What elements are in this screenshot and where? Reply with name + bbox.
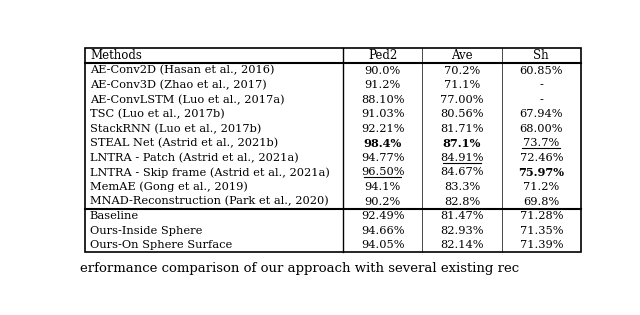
Text: 77.00%: 77.00% (440, 94, 484, 105)
Text: -: - (540, 80, 543, 90)
Text: 69.8%: 69.8% (523, 197, 559, 207)
Text: 92.21%: 92.21% (361, 124, 404, 134)
Text: AE-ConvLSTM (Luo et al., 2017a): AE-ConvLSTM (Luo et al., 2017a) (90, 94, 285, 105)
Text: 71.39%: 71.39% (520, 240, 563, 250)
Text: 96.50%: 96.50% (361, 167, 404, 177)
Text: 94.05%: 94.05% (361, 240, 404, 250)
Text: StackRNN (Luo et al., 2017b): StackRNN (Luo et al., 2017b) (90, 123, 261, 134)
Text: Ave: Ave (451, 49, 473, 62)
Text: 81.47%: 81.47% (440, 211, 484, 221)
Text: 94.1%: 94.1% (364, 182, 401, 192)
Text: Sh: Sh (534, 49, 549, 62)
Text: 84.91%: 84.91% (440, 153, 484, 163)
Text: 82.14%: 82.14% (440, 240, 484, 250)
Text: AE-Conv2D (Hasan et al., 2016): AE-Conv2D (Hasan et al., 2016) (90, 66, 275, 76)
Text: MemAE (Gong et al., 2019): MemAE (Gong et al., 2019) (90, 182, 248, 192)
Text: 81.71%: 81.71% (440, 124, 484, 134)
Text: LNTRA - Patch (Astrid et al., 2021a): LNTRA - Patch (Astrid et al., 2021a) (90, 153, 299, 163)
Text: 68.00%: 68.00% (520, 124, 563, 134)
Text: TSC (Luo et al., 2017b): TSC (Luo et al., 2017b) (90, 109, 225, 119)
Text: 88.10%: 88.10% (361, 94, 404, 105)
Text: 87.1%: 87.1% (443, 138, 481, 149)
Text: 70.2%: 70.2% (444, 66, 480, 76)
Text: 82.8%: 82.8% (444, 197, 480, 207)
Text: 71.35%: 71.35% (520, 226, 563, 236)
Text: AE-Conv3D (Zhao et al., 2017): AE-Conv3D (Zhao et al., 2017) (90, 80, 267, 90)
Text: Ours-On Sphere Surface: Ours-On Sphere Surface (90, 240, 232, 250)
Text: STEAL Net (Astrid et al., 2021b): STEAL Net (Astrid et al., 2021b) (90, 138, 278, 148)
Text: 94.66%: 94.66% (361, 226, 404, 236)
Text: 84.67%: 84.67% (440, 167, 484, 177)
Text: 71.1%: 71.1% (444, 80, 480, 90)
Text: MNAD-Reconstruction (Park et al., 2020): MNAD-Reconstruction (Park et al., 2020) (90, 196, 329, 207)
Text: Methods: Methods (90, 49, 142, 62)
Text: 92.49%: 92.49% (361, 211, 404, 221)
Text: 82.93%: 82.93% (440, 226, 484, 236)
Text: 67.94%: 67.94% (520, 109, 563, 119)
Text: 72.46%: 72.46% (520, 153, 563, 163)
Text: 91.03%: 91.03% (361, 109, 404, 119)
Text: LNTRA - Skip frame (Astrid et al., 2021a): LNTRA - Skip frame (Astrid et al., 2021a… (90, 167, 330, 178)
Text: 73.7%: 73.7% (523, 138, 559, 148)
Text: 75.97%: 75.97% (518, 167, 564, 178)
Text: 71.28%: 71.28% (520, 211, 563, 221)
Text: 91.2%: 91.2% (364, 80, 401, 90)
Text: 98.4%: 98.4% (364, 138, 402, 149)
Text: Baseline: Baseline (90, 211, 139, 221)
Text: 60.85%: 60.85% (520, 66, 563, 76)
Text: erformance comparison of our approach with several existing rec: erformance comparison of our approach wi… (80, 262, 519, 275)
Text: 83.3%: 83.3% (444, 182, 480, 192)
Text: 94.77%: 94.77% (361, 153, 404, 163)
Text: 90.2%: 90.2% (364, 197, 401, 207)
Text: Ped2: Ped2 (368, 49, 397, 62)
Text: -: - (540, 94, 543, 105)
Text: 80.56%: 80.56% (440, 109, 484, 119)
Text: 71.2%: 71.2% (523, 182, 559, 192)
Text: Ours-Inside Sphere: Ours-Inside Sphere (90, 226, 202, 236)
Text: 90.0%: 90.0% (364, 66, 401, 76)
